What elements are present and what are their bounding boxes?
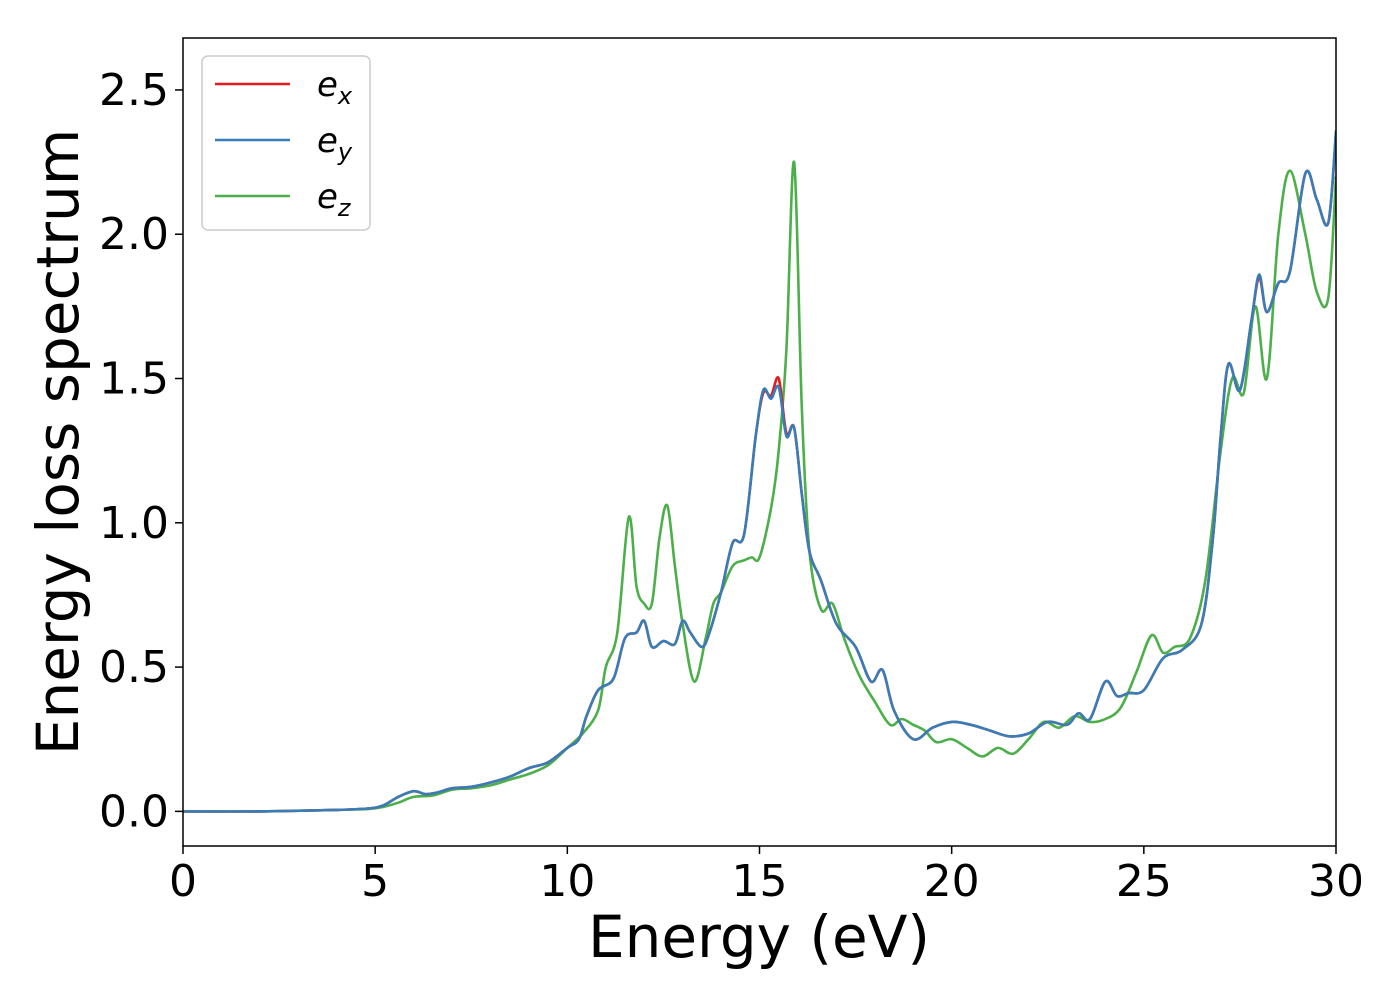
legend-label-ex: ex [317,65,353,110]
legend-label-ez: ez [317,177,352,222]
y-tick-label: 0.5 [99,642,169,693]
x-tick-label: 20 [924,856,980,907]
series-line-ex [183,133,1336,813]
x-tick-label: 30 [1308,856,1364,907]
legend-label-main: e [317,65,338,105]
x-tick-label: 15 [732,856,788,907]
series-layer [183,130,1336,813]
series-line-ez [183,160,1336,813]
x-tick-label: 5 [361,856,389,907]
y-tick-label: 0.0 [99,786,169,837]
x-axis: 0 5 10 15 20 25 30 [169,846,1364,907]
legend-label-subscript: z [337,194,352,222]
y-tick-label: 2.0 [99,209,169,260]
x-axis-title: Energy (eV) [588,903,930,971]
legend-label-subscript: y [337,138,353,166]
legend-label-main: e [317,121,338,161]
legend-label-main: e [317,177,338,217]
x-tick-label: 25 [1116,856,1172,907]
legend-label-subscript: x [337,82,353,110]
y-tick-label: 1.0 [99,498,169,549]
y-axis-title: Energy loss spectrum [24,129,92,755]
y-tick-label: 2.5 [99,65,169,116]
series-line-ey [183,130,1336,813]
legend-label-ey: ey [317,121,353,166]
x-tick-label: 10 [539,856,595,907]
x-tick-label: 0 [169,856,197,907]
legend-box [201,55,371,231]
y-tick-label: 1.5 [99,354,169,405]
y-axis: 0.0 0.5 1.0 1.5 2.0 2.5 [99,65,183,837]
